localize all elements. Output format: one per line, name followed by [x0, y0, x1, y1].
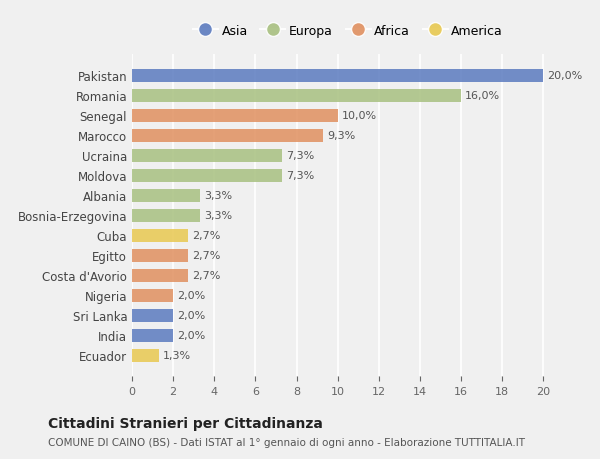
Text: 7,3%: 7,3% — [286, 171, 314, 181]
Text: Cittadini Stranieri per Cittadinanza: Cittadini Stranieri per Cittadinanza — [48, 416, 323, 430]
Bar — [132, 189, 200, 202]
Bar — [132, 70, 544, 83]
Text: 10,0%: 10,0% — [342, 111, 377, 121]
Bar — [132, 289, 173, 302]
Bar — [132, 90, 461, 102]
Bar — [132, 349, 159, 362]
Bar — [132, 269, 188, 282]
Text: 2,7%: 2,7% — [191, 270, 220, 280]
Bar — [132, 309, 173, 322]
Legend: Asia, Europa, Africa, America: Asia, Europa, Africa, America — [188, 20, 508, 43]
Text: 2,7%: 2,7% — [191, 251, 220, 261]
Text: 20,0%: 20,0% — [548, 71, 583, 81]
Bar — [132, 209, 200, 222]
Bar — [132, 249, 188, 262]
Bar — [132, 129, 323, 142]
Bar — [132, 169, 282, 182]
Text: 3,3%: 3,3% — [204, 191, 232, 201]
Text: COMUNE DI CAINO (BS) - Dati ISTAT al 1° gennaio di ogni anno - Elaborazione TUTT: COMUNE DI CAINO (BS) - Dati ISTAT al 1° … — [48, 437, 525, 447]
Text: 2,7%: 2,7% — [191, 231, 220, 241]
Text: 2,0%: 2,0% — [177, 291, 206, 301]
Bar — [132, 329, 173, 342]
Text: 3,3%: 3,3% — [204, 211, 232, 221]
Bar — [132, 110, 338, 123]
Bar — [132, 229, 188, 242]
Text: 7,3%: 7,3% — [286, 151, 314, 161]
Text: 2,0%: 2,0% — [177, 330, 206, 340]
Text: 1,3%: 1,3% — [163, 350, 191, 360]
Text: 9,3%: 9,3% — [328, 131, 356, 141]
Text: 16,0%: 16,0% — [465, 91, 500, 101]
Text: 2,0%: 2,0% — [177, 310, 206, 320]
Bar — [132, 150, 282, 162]
